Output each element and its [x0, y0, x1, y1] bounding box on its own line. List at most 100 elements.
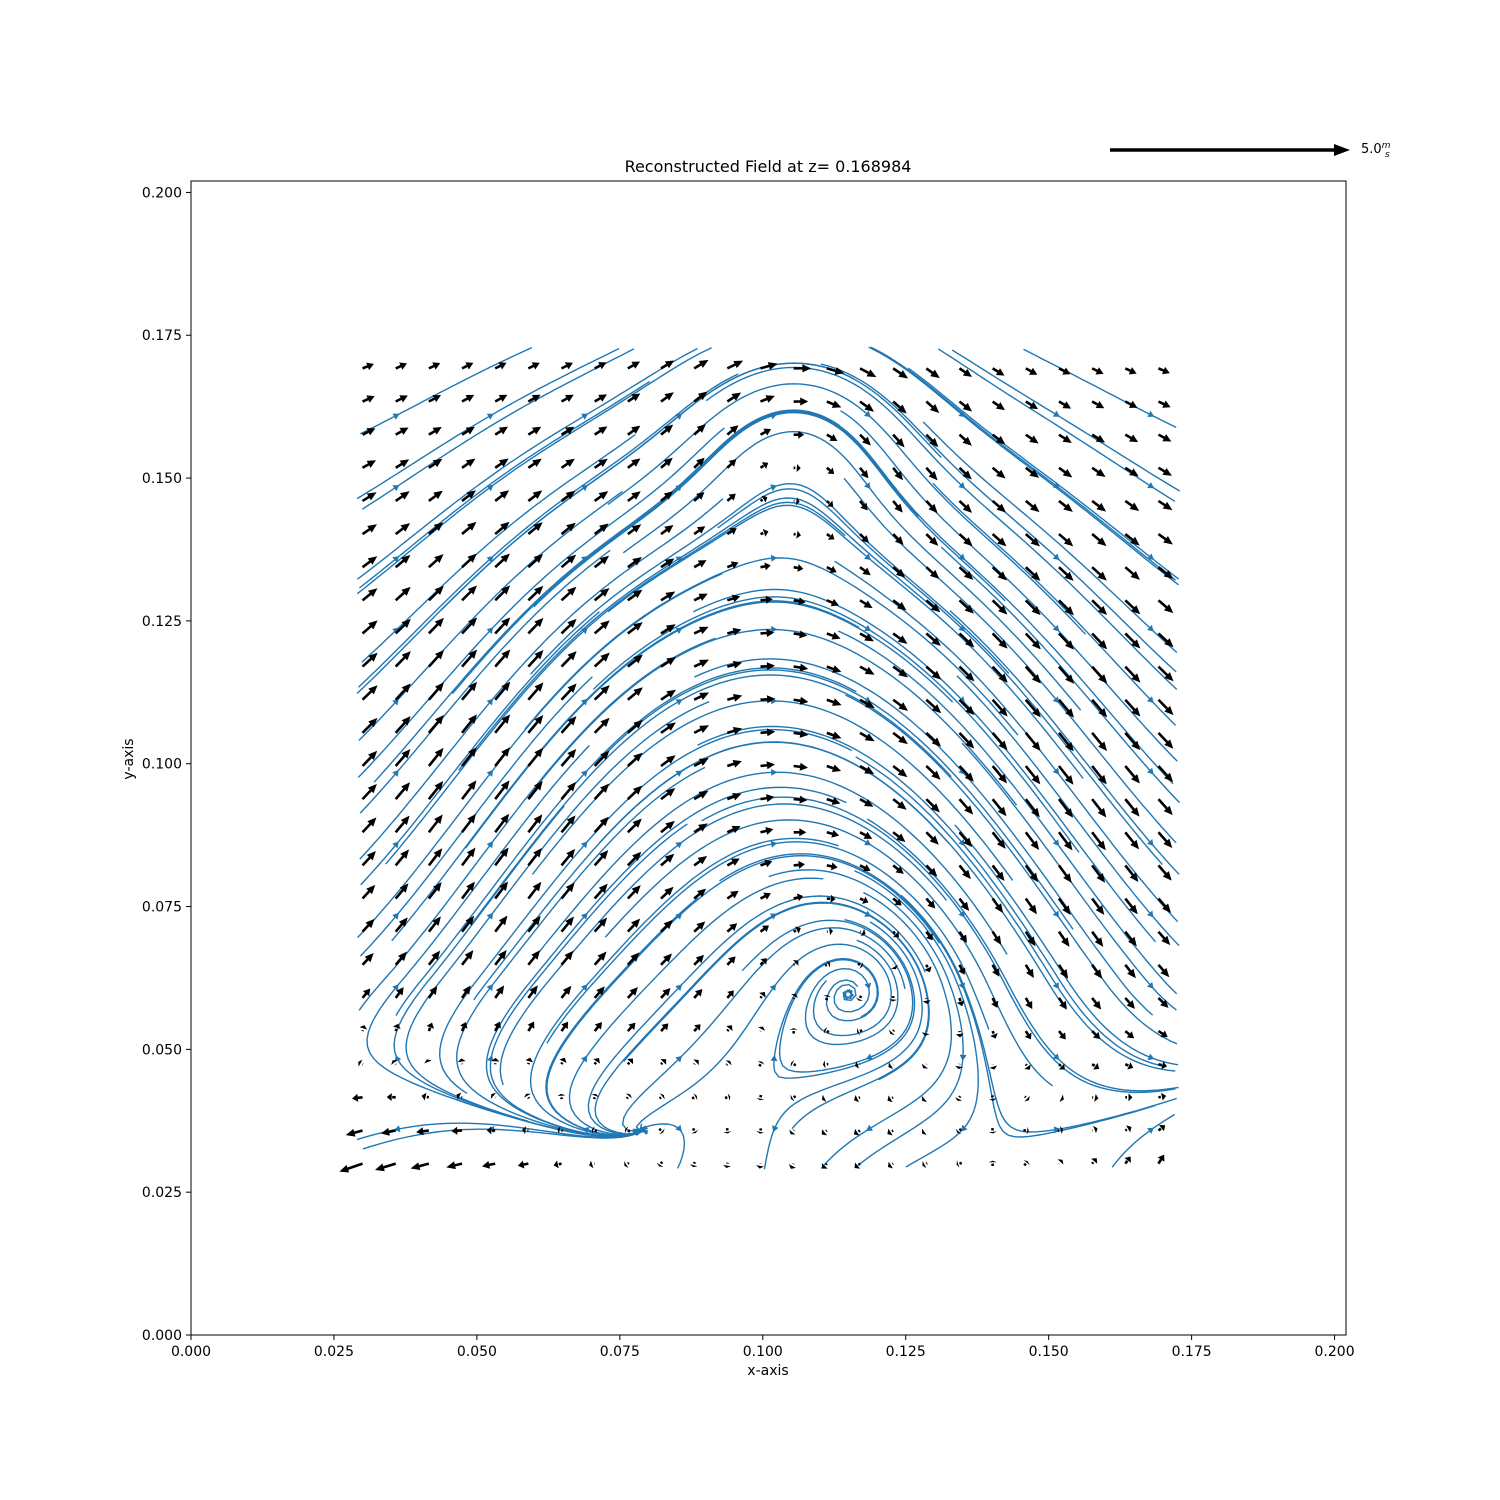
quiver-arrow: [756, 1128, 765, 1134]
quiver-arrow: [560, 618, 577, 635]
quiver-arrow: [1091, 566, 1107, 581]
quiver-arrow: [693, 526, 706, 536]
quiver-arrow: [517, 1160, 529, 1169]
quiver-arrow: [494, 585, 511, 602]
streamline-direction-marker: [675, 1124, 682, 1132]
quiver-arrow: [793, 630, 808, 639]
quiver-arrow: [660, 722, 676, 734]
quiver-arrow: [427, 848, 443, 867]
quiver-arrow: [793, 696, 809, 705]
quiver-arrow: [1157, 831, 1173, 849]
quiver-arrow: [361, 524, 377, 536]
quiver-arrow: [361, 685, 378, 701]
quiver-arrow: [693, 954, 705, 966]
streamline: [356, 347, 620, 500]
quiver-arrow: [1024, 765, 1041, 785]
quiver-arrow: [394, 883, 409, 900]
quiver-arrow: [527, 522, 543, 536]
quiver-arrow: [560, 882, 575, 900]
y-tick-label: 0.125: [142, 614, 182, 630]
y-tick-label: 0.175: [142, 328, 182, 344]
quiver-arrow: [958, 632, 975, 648]
quiver-arrow: [1091, 1158, 1098, 1165]
quiver-arrow: [527, 682, 544, 701]
quiver-arrow: [494, 881, 509, 900]
quiver-arrow: [925, 500, 938, 514]
quiver-arrow: [427, 916, 441, 933]
quiver-arrow: [1024, 566, 1041, 581]
streamline-direction-marker: [770, 484, 778, 491]
streamline-direction-marker: [486, 769, 494, 777]
quiver-arrow: [1057, 864, 1072, 883]
quiver-arrow: [660, 424, 674, 436]
quiver-arrow: [726, 360, 744, 370]
quiver-arrow: [1124, 533, 1140, 546]
quiver-arrow: [1124, 698, 1141, 717]
quiver-arrow: [958, 731, 975, 749]
quiver-arrow: [1058, 499, 1073, 512]
streamline-direction-marker: [1146, 981, 1154, 989]
quiver-arrow: [693, 1059, 699, 1066]
quiver-arrow: [791, 993, 799, 1000]
quiver-arrow: [726, 660, 743, 669]
quiver-arrow: [693, 823, 708, 834]
quiver-arrow: [790, 1060, 797, 1068]
quiver-arrow: [826, 894, 836, 903]
quiver-arrow: [760, 362, 778, 370]
quiver-arrow: [1157, 499, 1173, 511]
quiver-arrow: [759, 892, 771, 900]
streamline: [951, 349, 1181, 492]
quiver-arrow: [658, 1127, 665, 1135]
quiver-arrow: [958, 499, 973, 513]
quiver-arrow: [1024, 864, 1039, 883]
quiver-arrow: [793, 893, 804, 902]
quiver-arrow: [494, 949, 507, 966]
quiver-arrow: [691, 1093, 698, 1101]
quiver-arrow: [460, 1021, 468, 1032]
quiver-arrow: [726, 561, 739, 569]
quiver-arrow: [925, 466, 938, 481]
streamline: [536, 771, 1008, 956]
quiver-arrow: [726, 858, 740, 867]
quiver-arrow: [395, 395, 408, 403]
quiver-arrow: [925, 533, 939, 546]
quiver-arrow: [823, 1026, 830, 1035]
quiver-arrow: [525, 1057, 534, 1065]
quiver-arrow: [760, 395, 775, 403]
streamline-direction-marker: [486, 912, 493, 920]
streamline: [362, 1128, 642, 1150]
quiver-arrow: [760, 595, 773, 604]
plot-frame: [190, 180, 1347, 1336]
streamline-direction-marker: [770, 840, 778, 848]
streamline-direction-marker: [392, 413, 400, 420]
y-tick-label: 0.000: [142, 1328, 182, 1344]
quiver-arrow: [361, 460, 376, 469]
quiver-arrow: [591, 1126, 598, 1134]
quiver-arrow: [446, 1161, 463, 1170]
quiver-arrow: [427, 882, 442, 900]
streamline-direction-marker: [581, 556, 588, 563]
quiver-arrow: [522, 1126, 529, 1135]
quiver-arrow: [793, 762, 808, 771]
quiver-arrow: [1058, 566, 1074, 581]
quiver-arrows: [339, 359, 1174, 1173]
quiver-arrow: [527, 490, 543, 502]
quiver-arrow: [461, 617, 478, 635]
quiver-arrow: [1091, 798, 1107, 818]
quiver-arrow: [854, 1162, 861, 1169]
quiver-arrow: [925, 765, 941, 780]
quiver-arrow: [527, 915, 541, 933]
quiver-arrow: [1091, 665, 1108, 684]
streamline: [932, 482, 1177, 726]
quiver-arrow: [991, 400, 1005, 411]
quiver-arrow: [427, 814, 443, 834]
quiver-arrow: [627, 524, 642, 536]
quiver-arrow: [859, 599, 873, 609]
quiver-arrow: [394, 849, 410, 867]
quiver-arrow: [793, 729, 809, 738]
quiver-arrow: [859, 533, 869, 543]
quiver-arrow: [428, 426, 442, 436]
quiver-arrow: [560, 848, 576, 867]
quiver-arrow: [892, 500, 903, 513]
quiver-arrow: [560, 683, 577, 701]
